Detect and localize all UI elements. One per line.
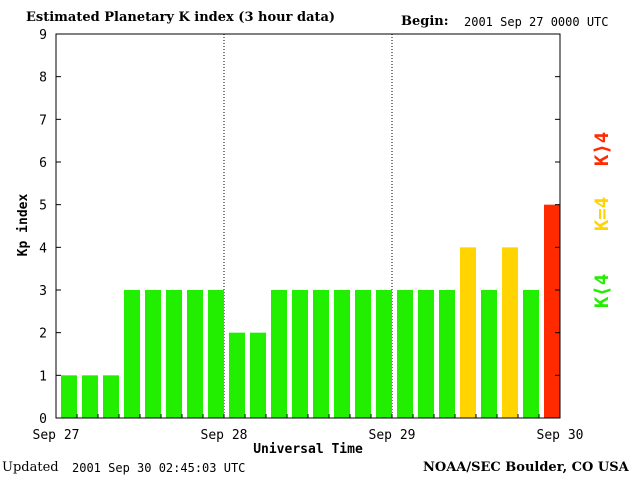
- kp-bar: [61, 375, 77, 418]
- kp-bar: [313, 290, 329, 418]
- legend-entry: K=4: [591, 197, 613, 231]
- kp-bar: [103, 375, 119, 418]
- kp-bar: [481, 290, 497, 418]
- kp-bar: [376, 290, 392, 418]
- begin-value: 2001 Sep 27 0000 UTC: [464, 15, 609, 29]
- kp-bar: [397, 290, 413, 418]
- x-tick-label: Sep 29: [369, 428, 416, 443]
- kp-bar: [250, 332, 266, 418]
- y-tick-label: 2: [39, 327, 47, 342]
- y-tick-label: 9: [39, 28, 47, 43]
- legend-entry: K⟩4: [591, 132, 613, 166]
- y-tick-label: 1: [39, 369, 47, 384]
- begin-label: Begin:: [401, 14, 449, 29]
- legend-entry: K⟨4: [591, 274, 613, 308]
- kp-bar: [292, 290, 308, 418]
- kp-bar: [460, 247, 476, 418]
- kp-bar: [502, 247, 518, 418]
- kp-bar: [355, 290, 371, 418]
- kp-bar: [439, 290, 455, 418]
- kp-bar: [523, 290, 539, 418]
- y-tick-label: 0: [39, 412, 47, 427]
- kp-bar: [187, 290, 203, 418]
- y-tick-label: 4: [39, 241, 47, 256]
- kp-bar: [229, 332, 245, 418]
- kp-bar: [271, 290, 287, 418]
- source-credit: NOAA/SEC Boulder, CO USA: [423, 460, 629, 475]
- kp-bar: [544, 204, 560, 418]
- kp-bar: [418, 290, 434, 418]
- y-tick-label: 8: [39, 71, 47, 86]
- updated-value: 2001 Sep 30 02:45:03 UTC: [72, 461, 246, 475]
- kp-bar: [145, 290, 161, 418]
- kp-bar: [82, 375, 98, 418]
- kp-bar: [124, 290, 140, 418]
- y-tick-label: 6: [39, 156, 47, 171]
- kp-bar: [166, 290, 182, 418]
- y-tick-label: 7: [39, 113, 47, 128]
- y-tick-label: 5: [39, 199, 47, 214]
- x-axis-label: Universal Time: [253, 442, 363, 457]
- x-tick-label: Sep 27: [33, 428, 80, 443]
- x-tick-label: Sep 30: [537, 428, 584, 443]
- x-tick-label: Sep 28: [201, 428, 248, 443]
- kp-bar: [334, 290, 350, 418]
- y-axis-label: Kp index: [16, 194, 31, 257]
- updated-label: Updated: [2, 460, 59, 475]
- y-tick-label: 3: [39, 284, 47, 299]
- chart-title: Estimated Planetary K index (3 hour data…: [26, 10, 336, 25]
- kp-bar: [208, 290, 224, 418]
